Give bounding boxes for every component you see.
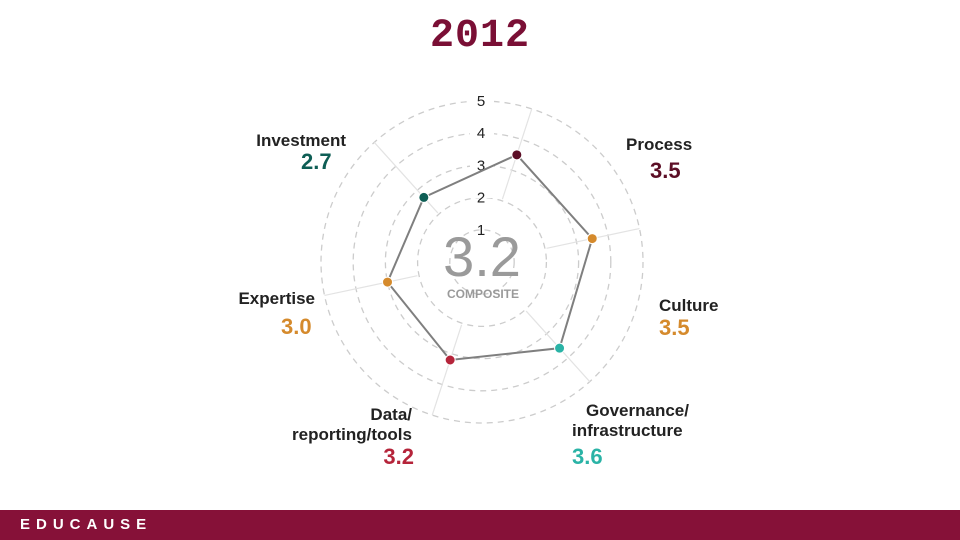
composite-value: 3.2 <box>443 225 521 288</box>
ring-1 <box>449 229 515 295</box>
axis-label-1: Culture <box>659 296 719 315</box>
ring-label-1: 1 <box>477 222 485 239</box>
data-point-3 <box>444 354 456 366</box>
data-point-1 <box>586 233 598 245</box>
ring-label-2: 2 <box>477 190 485 207</box>
chart-title: 2012 <box>429 14 530 59</box>
footer-bar: EDUCAUSE <box>0 510 960 540</box>
axis-value-0: 3.5 <box>650 158 681 183</box>
axis-label-0: Process <box>626 135 692 154</box>
ring-label-5: 5 <box>477 93 485 110</box>
axis-label-2: Governance/infrastructure <box>572 401 689 440</box>
data-point-0 <box>511 149 523 161</box>
axis-value-1: 3.5 <box>659 315 690 340</box>
composite-label: COMPOSITE <box>447 287 519 301</box>
educause-logo: EDUCAUSE <box>20 516 153 533</box>
axis-label-5: Investment <box>256 131 346 150</box>
ring-label-3: 3 <box>477 157 485 174</box>
axis-value-2: 3.6 <box>572 444 603 469</box>
data-point-2 <box>554 342 566 354</box>
axis-value-3: 3.2 <box>383 444 414 469</box>
axis-value-4: 3.0 <box>281 314 312 339</box>
axis-label-3: Data/reporting/tools <box>292 405 412 444</box>
data-point-5 <box>418 191 430 203</box>
spoke-3 <box>431 324 463 416</box>
ring-labels: 1 2 3 4 5 <box>470 82 494 239</box>
ring-label-backing <box>470 82 494 198</box>
radar-series <box>382 149 598 366</box>
axis-labels: Process3.5Culture3.5Governance/infrastru… <box>238 131 718 469</box>
data-point-4 <box>382 276 394 288</box>
axis-label-4: Expertise <box>238 289 315 308</box>
spoke-4 <box>324 275 418 297</box>
axis-value-5: 2.7 <box>301 149 332 174</box>
ring-label-4: 4 <box>477 125 485 142</box>
ring-5 <box>320 100 644 424</box>
